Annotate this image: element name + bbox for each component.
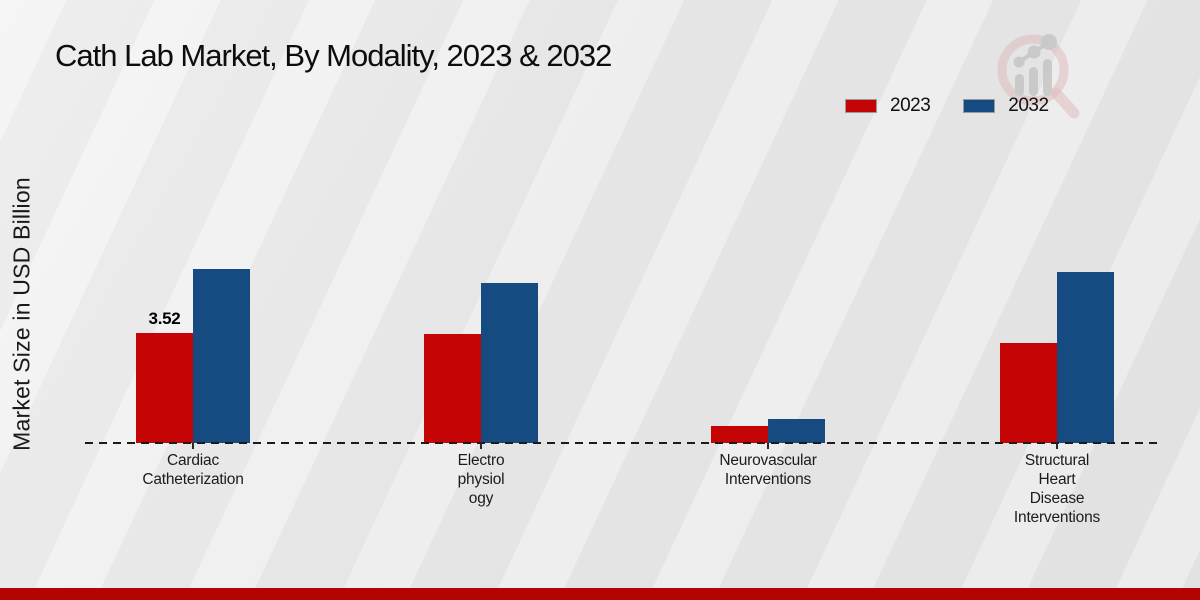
bar-2023-cardiac-catheterization [136, 333, 193, 443]
axis-tick-neurovascular-interventions [767, 443, 769, 449]
bar-2032-cardiac-catheterization [193, 269, 250, 443]
footer-accent-band [0, 588, 1200, 600]
magnifier-bar-chart-logo-icon [985, 22, 1085, 122]
legend: 2023 2032 [845, 95, 1049, 117]
legend-item-2023: 2023 [845, 95, 931, 117]
category-label-neurovascular-interventions: Neurovascular Interventions [719, 452, 817, 488]
chart-title: Cath Lab Market, By Modality, 2023 & 203… [55, 38, 612, 73]
legend-item-2032: 2032 [963, 95, 1049, 117]
bar-2032-neurovascular-interventions [768, 419, 825, 443]
value-label-2023-cardiac-catheterization: 3.52 [148, 309, 181, 328]
bar-2023-structural-heart-disease-interventions [1000, 343, 1057, 443]
legend-label-2023: 2023 [890, 95, 931, 116]
bar-2023-neurovascular-interventions [711, 426, 768, 443]
bar-2032-electrophysiology [481, 283, 538, 443]
axis-tick-cardiac-catheterization [192, 443, 194, 449]
bar-2032-structural-heart-disease-interventions [1057, 272, 1114, 443]
category-label-structural-heart-disease-interventions: Structural Heart Disease Interventions [1013, 452, 1101, 526]
legend-swatch-2023 [845, 99, 877, 113]
axis-tick-electrophysiology [480, 443, 482, 449]
x-axis-baseline [85, 442, 1163, 444]
bar-2023-electrophysiology [424, 334, 481, 443]
legend-label-2032: 2032 [1008, 95, 1049, 116]
axis-tick-structural-heart-disease-interventions [1056, 443, 1058, 449]
category-label-cardiac-catheterization: Cardiac Catheterization [142, 452, 244, 488]
legend-swatch-2032 [963, 99, 996, 113]
category-label-electrophysiology: Electro physiol ogy [457, 452, 505, 507]
